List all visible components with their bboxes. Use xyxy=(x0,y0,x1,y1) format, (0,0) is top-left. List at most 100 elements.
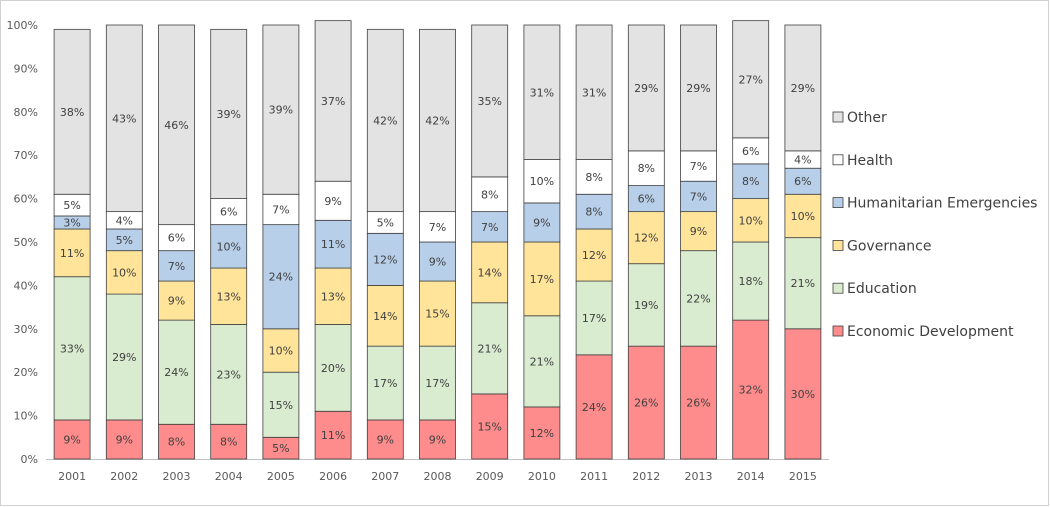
data-label: 43% xyxy=(112,112,136,125)
legend-label: Humanitarian Emergencies xyxy=(847,196,1037,212)
data-label: 6% xyxy=(168,232,185,245)
bar-segment-other xyxy=(158,24,195,226)
data-label: 30% xyxy=(791,388,815,401)
legend-swatch xyxy=(832,239,844,251)
data-label: 22% xyxy=(686,292,710,305)
data-label: 7% xyxy=(690,160,707,173)
bar-segment-economic-development xyxy=(784,328,822,460)
data-label: 21% xyxy=(477,342,501,355)
data-label: 32% xyxy=(738,384,762,397)
y-tick-label: 100% xyxy=(7,19,38,32)
bar-segment-other xyxy=(314,20,352,182)
data-label: 31% xyxy=(530,86,554,99)
bar-segment-education xyxy=(471,302,509,395)
data-label: 29% xyxy=(686,82,710,95)
bar-segment-governance xyxy=(784,193,822,239)
x-tick-label: 2012 xyxy=(632,470,660,483)
data-label: 11% xyxy=(60,247,84,260)
bar-segment-humanitarian-emergencies xyxy=(575,193,613,230)
data-label: 11% xyxy=(321,429,345,442)
data-label: 17% xyxy=(582,312,606,325)
data-label: 8% xyxy=(220,436,237,449)
bar-segment-governance xyxy=(53,228,91,278)
bar-segment-education xyxy=(523,315,561,408)
bar-segment-humanitarian-emergencies xyxy=(523,202,561,243)
bar-segment-governance xyxy=(262,328,300,373)
bar-segment-governance xyxy=(105,250,143,295)
data-label: 26% xyxy=(634,397,658,410)
data-label: 35% xyxy=(477,95,501,108)
bar-segment-economic-development xyxy=(105,419,143,460)
data-label: 46% xyxy=(164,119,188,132)
y-tick-label: 90% xyxy=(14,62,38,75)
y-tick-label: 0% xyxy=(21,453,38,466)
legend-label: Health xyxy=(847,153,893,169)
bar-segment-economic-development xyxy=(575,354,613,460)
data-label: 14% xyxy=(477,266,501,279)
legend-swatch xyxy=(832,154,844,166)
y-tick-label: 50% xyxy=(14,236,38,249)
bar-segment-other xyxy=(471,24,509,178)
bar-segment-education xyxy=(680,250,717,347)
data-label: 9% xyxy=(324,195,341,208)
x-tick-label: 2006 xyxy=(319,470,347,483)
data-label: 29% xyxy=(112,351,136,364)
bar-segment-humanitarian-emergencies xyxy=(627,185,665,213)
bar-segment-education xyxy=(419,345,456,421)
data-label: 14% xyxy=(373,310,397,323)
bar-segment-humanitarian-emergencies xyxy=(732,163,770,200)
bar-segment-education xyxy=(53,276,91,421)
x-tick-label: 2013 xyxy=(685,470,713,483)
data-label: 10% xyxy=(269,345,293,358)
data-label: 37% xyxy=(321,95,345,108)
bar-segment-education xyxy=(784,237,822,330)
x-tick-label: 2008 xyxy=(424,470,452,483)
data-label: 5% xyxy=(272,442,289,455)
legend-swatch xyxy=(832,282,844,294)
data-label: 5% xyxy=(377,216,394,229)
data-label: 15% xyxy=(425,308,449,321)
bar-segment-other xyxy=(523,24,561,160)
x-tick-label: 2007 xyxy=(371,470,399,483)
data-label: 9% xyxy=(429,433,446,446)
y-tick-label: 60% xyxy=(14,193,38,206)
data-label: 4% xyxy=(794,154,811,167)
bar-segment-other xyxy=(105,24,143,213)
bar-segment-economic-development xyxy=(53,419,91,460)
bar-segment-governance xyxy=(732,198,770,243)
data-label: 42% xyxy=(425,114,449,127)
data-label: 20% xyxy=(321,362,345,375)
data-label: 15% xyxy=(269,399,293,412)
x-tick-label: 2003 xyxy=(163,470,191,483)
data-label: 9% xyxy=(168,295,185,308)
bar-segment-economic-development xyxy=(158,423,195,460)
data-label: 23% xyxy=(216,368,240,381)
bar-segment-humanitarian-emergencies xyxy=(784,167,822,195)
legend-swatch xyxy=(832,325,844,337)
data-label: 9% xyxy=(116,433,133,446)
bar-segment-other xyxy=(419,28,456,213)
bar-segment-other xyxy=(53,28,91,195)
bar-segment-education xyxy=(262,371,300,438)
bar-segment-governance xyxy=(419,280,456,347)
bar-segment-other xyxy=(575,24,613,160)
data-label: 17% xyxy=(425,377,449,390)
bar-segment-other xyxy=(732,20,770,139)
data-label: 24% xyxy=(269,271,293,284)
data-label: 12% xyxy=(373,253,397,266)
bar-segment-health xyxy=(314,180,352,221)
data-label: 8% xyxy=(585,171,602,184)
x-tick-label: 2015 xyxy=(789,470,817,483)
bar-segment-humanitarian-emergencies xyxy=(158,250,195,282)
data-label: 7% xyxy=(481,221,498,234)
bar-segment-education xyxy=(105,293,143,421)
x-tick-label: 2014 xyxy=(737,470,765,483)
legend-label: Governance xyxy=(847,238,931,254)
data-label: 4% xyxy=(116,214,133,227)
data-label: 3% xyxy=(63,216,80,229)
data-label: 6% xyxy=(220,206,237,219)
data-label: 7% xyxy=(690,190,707,203)
bar-segment-humanitarian-emergencies xyxy=(471,211,509,243)
x-tick-label: 2010 xyxy=(528,470,556,483)
